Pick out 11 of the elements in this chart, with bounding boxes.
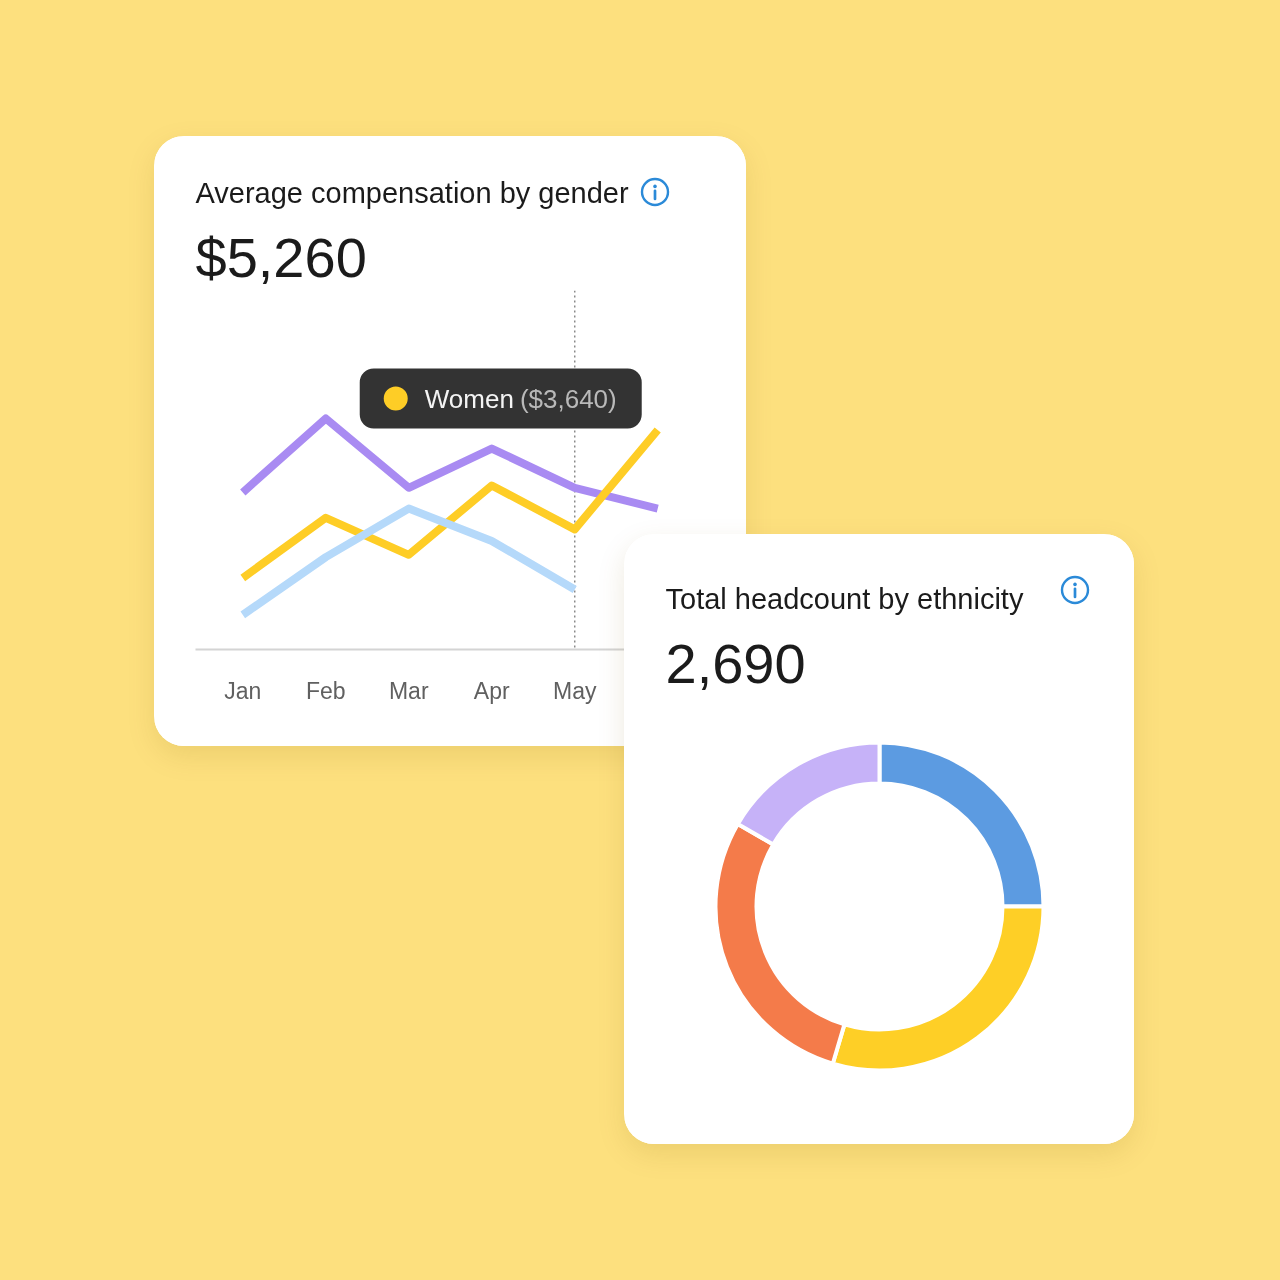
ref-line-label: ($3,640) xyxy=(519,383,617,414)
chart-title: Average compensation by gender xyxy=(195,176,629,209)
chart-title: Total headcount by ethnicity xyxy=(665,582,1024,615)
chart-subtitle: $5,260 xyxy=(195,225,367,289)
chart-subtitle: 2,690 xyxy=(665,631,806,695)
x-tick-label: May xyxy=(553,677,597,704)
x-tick-label: Feb xyxy=(305,677,346,704)
x-tick-label: Mar xyxy=(388,677,429,704)
x-tick-label: Jan xyxy=(224,677,262,704)
legend-label: Women xyxy=(424,383,514,414)
x-tick-label: Apr xyxy=(473,677,510,704)
